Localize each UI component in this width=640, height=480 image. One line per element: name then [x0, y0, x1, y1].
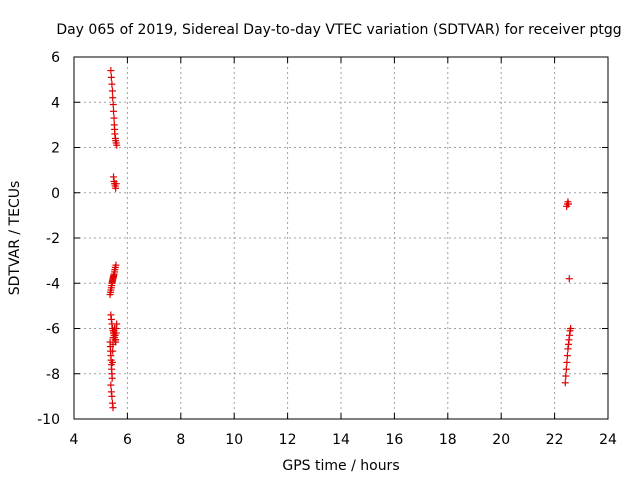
data-point [109, 340, 117, 348]
data-point [563, 352, 571, 360]
y-tick-label: 0 [51, 186, 60, 202]
data-point [108, 374, 116, 382]
data-point [110, 107, 118, 115]
y-tick-label: 6 [51, 50, 60, 66]
data-point [107, 67, 115, 75]
data-point [109, 347, 117, 355]
data-point [108, 392, 116, 400]
data-point [112, 329, 120, 337]
data-point [107, 381, 115, 389]
data-point [564, 200, 572, 208]
x-tick-label: 6 [123, 432, 132, 448]
data-point [111, 325, 119, 332]
data-point [112, 180, 120, 188]
data-points [106, 67, 575, 412]
y-tick-label: -8 [46, 367, 60, 383]
x-tick-label: 12 [279, 432, 297, 448]
data-point [562, 365, 570, 373]
data-point [567, 325, 575, 332]
data-point [110, 114, 118, 122]
y-tick-label: -2 [46, 231, 60, 247]
data-point [113, 320, 121, 328]
x-tick-labels: 4 6 8 10 12 14 16 18 20 22 24 [70, 432, 617, 448]
data-point [109, 404, 117, 412]
x-tick-label: 16 [385, 432, 403, 448]
x-tick-label: 22 [546, 432, 564, 448]
y-tick-label: -6 [46, 322, 60, 338]
data-point [108, 87, 116, 95]
x-tick-label: 18 [439, 432, 457, 448]
y-tick-label: -10 [37, 412, 60, 428]
y-tick-label: 4 [51, 95, 60, 111]
data-point [109, 94, 117, 102]
data-point [112, 336, 120, 344]
chart-title: Day 065 of 2019, Sidereal Day-to-day VTE… [56, 22, 621, 38]
x-tick-label: 14 [332, 432, 350, 448]
x-tick-label: 8 [176, 432, 185, 448]
y-tick-labels: 6 4 2 0 -2 -4 -6 -8 -10 [37, 50, 60, 428]
plot-frame [73, 56, 609, 420]
x-tick-label: 20 [492, 432, 510, 448]
x-axis-label: GPS time / hours [282, 458, 399, 474]
y-tick-label: -4 [46, 276, 60, 292]
data-point [565, 275, 573, 283]
x-tick-label: 24 [599, 432, 617, 448]
y-tick-label: 2 [51, 141, 60, 157]
x-tick-label: 10 [225, 432, 243, 448]
x-tick-label: 4 [70, 432, 79, 448]
data-point [107, 73, 115, 81]
data-point [113, 141, 121, 149]
data-point [563, 358, 571, 366]
data-point [108, 80, 116, 88]
data-point [561, 379, 569, 387]
data-point [562, 372, 570, 380]
data-point [108, 358, 116, 366]
grid-lines [74, 57, 608, 419]
y-axis-label: SDTVAR / TECUs [7, 181, 23, 296]
data-point [109, 101, 117, 109]
data-point [112, 261, 120, 269]
